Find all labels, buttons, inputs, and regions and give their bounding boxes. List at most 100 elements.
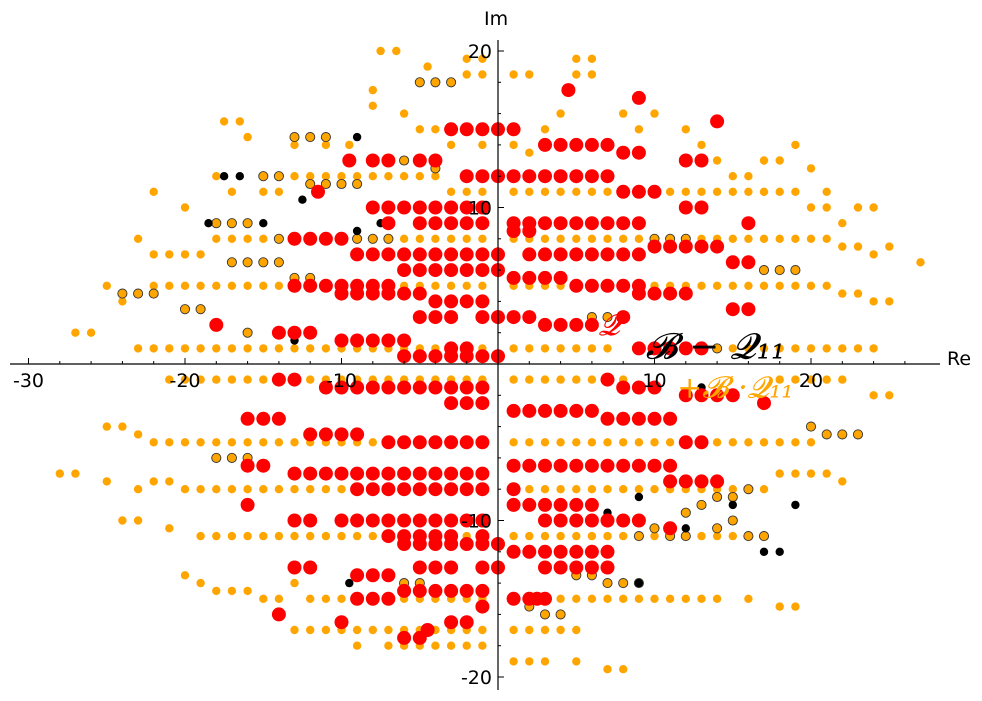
point-s3-201 bbox=[647, 411, 662, 426]
point-s0-291 bbox=[556, 438, 565, 447]
point-s0-81 bbox=[806, 203, 816, 212]
point-s0-1 bbox=[392, 46, 401, 56]
point-s1-23 bbox=[352, 233, 363, 244]
point-s0-321 bbox=[290, 485, 299, 494]
point-s0-132 bbox=[869, 250, 878, 259]
point-s1-48 bbox=[790, 265, 801, 276]
point-s0-83 bbox=[838, 219, 847, 228]
y-tick-label: 10 bbox=[468, 198, 492, 220]
point-s3-66 bbox=[506, 224, 521, 238]
axes bbox=[10, 40, 940, 690]
point-s3-293 bbox=[412, 537, 427, 551]
point-s3-327 bbox=[506, 591, 521, 606]
point-s0-226 bbox=[869, 344, 878, 353]
point-s0-197 bbox=[306, 344, 315, 353]
point-s0-250 bbox=[540, 375, 550, 384]
point-s0-64 bbox=[540, 187, 550, 196]
point-s1-28 bbox=[258, 257, 269, 268]
point-s1-66 bbox=[712, 491, 723, 503]
point-s0-40 bbox=[791, 140, 800, 150]
point-s3-219 bbox=[506, 458, 521, 473]
point-s0-6 bbox=[478, 54, 487, 63]
point-s1-36 bbox=[195, 304, 206, 315]
point-s0-39 bbox=[775, 156, 784, 165]
point-s3-256 bbox=[459, 482, 474, 497]
point-s0-198 bbox=[321, 344, 331, 353]
point-s0-88 bbox=[165, 250, 174, 259]
point-s3-28 bbox=[553, 169, 568, 184]
point-s3-217 bbox=[678, 435, 693, 450]
point-s2-5 bbox=[259, 219, 268, 228]
point-s0-123 bbox=[728, 234, 737, 243]
point-s3-177 bbox=[444, 380, 459, 395]
point-s0-107 bbox=[462, 234, 471, 243]
point-s0-292 bbox=[572, 438, 581, 447]
point-s3-44 bbox=[678, 200, 693, 215]
point-s3-227 bbox=[631, 458, 646, 473]
point-s1-4 bbox=[305, 132, 316, 143]
point-s3-216 bbox=[475, 435, 490, 450]
point-s0-336 bbox=[540, 485, 550, 494]
point-s3-323 bbox=[428, 583, 443, 598]
point-s2-3 bbox=[298, 195, 307, 204]
point-s0-178 bbox=[806, 281, 816, 290]
point-s0-87 bbox=[149, 250, 158, 259]
point-s3-139 bbox=[522, 310, 537, 325]
point-s0-115 bbox=[603, 234, 612, 243]
point-s0-0 bbox=[376, 46, 385, 56]
point-s0-289 bbox=[525, 438, 534, 447]
point-s0-322 bbox=[306, 485, 315, 494]
point-s1-63 bbox=[852, 429, 864, 440]
point-s1-76 bbox=[555, 609, 566, 620]
point-s0-305 bbox=[775, 438, 784, 447]
point-s0-54 bbox=[368, 172, 377, 181]
point-s0-229 bbox=[196, 375, 205, 384]
point-s3-209 bbox=[350, 427, 365, 442]
point-s0-421 bbox=[619, 594, 628, 603]
point-s0-398 bbox=[243, 586, 252, 596]
point-s0-181 bbox=[853, 289, 863, 298]
point-s3-152 bbox=[397, 333, 412, 348]
point-s3-198 bbox=[600, 411, 615, 426]
point-s0-367 bbox=[321, 531, 331, 541]
point-s3-58 bbox=[600, 216, 615, 231]
point-s1-60 bbox=[805, 421, 817, 432]
point-s0-72 bbox=[665, 187, 675, 196]
point-s0-21 bbox=[399, 109, 409, 118]
point-s0-298 bbox=[665, 438, 675, 447]
point-s3-46 bbox=[381, 216, 396, 231]
point-s0-222 bbox=[806, 344, 816, 353]
point-s0-34 bbox=[697, 140, 706, 150]
point-s3-225 bbox=[600, 458, 615, 473]
point-s3-322 bbox=[412, 583, 427, 598]
point-s3-92 bbox=[741, 255, 756, 270]
point-s0-459 bbox=[525, 657, 534, 666]
point-s0-362 bbox=[243, 531, 252, 541]
point-s2-1 bbox=[219, 172, 229, 181]
point-s0-86 bbox=[133, 234, 143, 243]
point-s3-299 bbox=[412, 560, 427, 575]
point-s0-145 bbox=[274, 281, 284, 290]
point-s0-456 bbox=[462, 641, 471, 650]
point-s3-60 bbox=[631, 216, 646, 231]
point-s0-53 bbox=[352, 172, 362, 181]
point-s0-267 bbox=[165, 438, 174, 447]
point-s3-234 bbox=[318, 466, 333, 481]
point-s2-2 bbox=[235, 172, 244, 181]
point-s3-140 bbox=[538, 317, 552, 332]
point-s2-4 bbox=[204, 219, 213, 228]
point-s0-219 bbox=[759, 344, 769, 353]
point-s3-97 bbox=[459, 263, 474, 278]
point-s3-126 bbox=[631, 286, 646, 301]
point-s3-114 bbox=[616, 278, 631, 293]
x-tick-label: -30 bbox=[13, 370, 44, 392]
point-s3-38 bbox=[397, 200, 412, 215]
point-s0-433 bbox=[306, 625, 315, 635]
point-s0-404 bbox=[337, 594, 346, 603]
point-s3-167 bbox=[271, 372, 286, 387]
point-s1-64 bbox=[680, 507, 691, 518]
point-s0-25 bbox=[478, 140, 487, 150]
point-s0-217 bbox=[728, 344, 737, 353]
point-s0-419 bbox=[587, 594, 597, 603]
